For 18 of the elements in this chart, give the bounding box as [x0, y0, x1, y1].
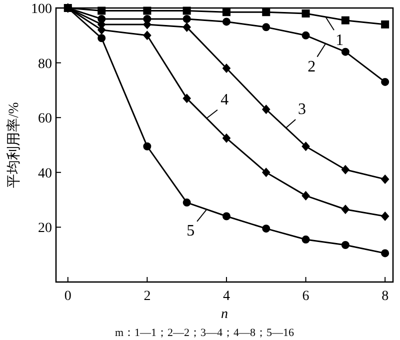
legend-label: 5: [186, 222, 195, 240]
x-tick-label: 4: [222, 289, 230, 304]
series-label: 3: [298, 100, 306, 118]
y-axis-title: 平均利用率/%: [6, 102, 22, 188]
legend-label: 2: [308, 58, 316, 76]
text: m：1—1；2—2；3—4；4—8；5—16: [114, 327, 295, 339]
x-tick-label: 8: [382, 289, 389, 304]
x-tick-label: 0: [64, 289, 72, 304]
y-tick-label: 80: [38, 56, 52, 72]
y-tick-label: 40: [38, 166, 52, 182]
x-axis-title: n: [221, 307, 228, 322]
legend-label: 1: [336, 32, 344, 49]
y-tick-label: 60: [38, 112, 52, 127]
series-label: 4: [220, 91, 229, 108]
x-tick-label: 2: [144, 289, 151, 304]
x-tick-label: 6: [302, 289, 310, 304]
y-tick-label: 100: [31, 2, 52, 17]
y-tick-label: 20: [38, 221, 52, 236]
